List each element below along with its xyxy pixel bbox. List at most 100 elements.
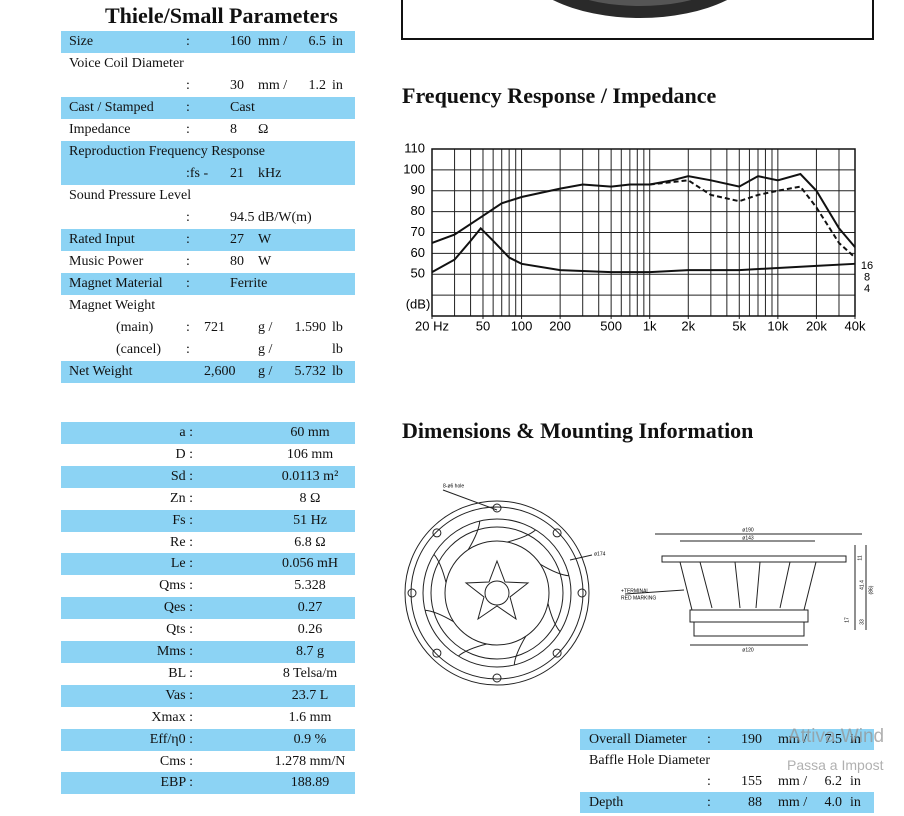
diagram-label: 41.4	[859, 580, 865, 590]
param-label: Le :	[170, 556, 193, 572]
table-cell: :	[186, 210, 190, 225]
impedance-label: 8	[864, 271, 870, 283]
table-cell: mm /	[258, 78, 288, 93]
table-cell: in	[850, 732, 861, 747]
param-label: Re :	[170, 534, 193, 550]
table-row: (cancel): g / lb	[61, 339, 355, 361]
table-row: (main):721 g / 1.590 lb	[61, 317, 355, 339]
table-cell: W	[258, 232, 272, 247]
table-cell: :	[707, 732, 711, 747]
x-tick-label: 1k	[643, 318, 657, 333]
table-cell: Magnet Material	[69, 276, 163, 291]
table-cell: 7.5	[824, 732, 843, 747]
table-cell: Ω	[258, 122, 269, 137]
table-cell: Reproduction Frequency Response	[69, 144, 265, 159]
spoke	[540, 563, 570, 577]
param-label: EBP :	[160, 775, 193, 791]
speaker-photo	[401, 0, 874, 40]
param-value: 106 mm	[286, 446, 334, 462]
param-value: 6.8 Ω	[294, 534, 326, 550]
table-row: Qms : 5.328	[61, 575, 355, 597]
table-cell: Impedance	[69, 122, 131, 137]
table-cell: Net Weight	[69, 364, 133, 379]
param-label: Qts :	[166, 622, 193, 638]
table-cell: Music Power	[69, 254, 144, 269]
table-row: Music Power: 80 W	[61, 251, 355, 273]
table-row: Cast / Stamped: Cast	[61, 97, 355, 119]
table-cell: :	[186, 100, 190, 115]
spoke	[507, 529, 537, 543]
table-row: Re : 6.8 Ω	[61, 532, 355, 554]
spoke	[424, 609, 454, 623]
param-value: 8 Ω	[299, 490, 321, 506]
table-cell: mm /	[258, 34, 288, 49]
table-cell: 88	[748, 795, 762, 810]
param-value: 23.7 L	[291, 687, 329, 703]
table-row: Xmax : 1.6 mm	[61, 707, 355, 729]
table-cell: Rated Input	[69, 232, 135, 247]
table-cell: Cast / Stamped	[69, 100, 154, 115]
watermark: Passa a Impost	[787, 757, 884, 773]
param-label: Qes :	[163, 600, 193, 616]
table-row: Rated Input: 27 W	[61, 229, 355, 251]
param-value: 1.6 mm	[288, 709, 332, 725]
x-tick-label: 20 Hz	[415, 318, 449, 333]
param-value: 0.27	[297, 600, 323, 616]
x-tick-label: 5k	[732, 318, 746, 333]
table-cell: g /	[258, 320, 273, 335]
param-label: Sd :	[170, 468, 193, 484]
table-row: : 155 mm / 6.2 in	[580, 771, 874, 792]
param-label: Vas :	[165, 687, 193, 703]
param-value: 5.328	[294, 578, 326, 594]
table-cell: Cast	[230, 100, 255, 115]
table-row: Overall Diameter: 190 mm / 7.5 in	[580, 729, 874, 750]
mount-hole	[552, 528, 562, 538]
diagram-label: 33	[859, 619, 865, 625]
table-row: Zn : 8 Ω	[61, 488, 355, 510]
param-value: 1.278 mm/N	[274, 753, 346, 769]
table-cell: 21	[230, 166, 244, 181]
table-cell: :	[186, 122, 190, 137]
table-cell: 30	[230, 78, 244, 93]
table-cell: 160	[230, 34, 251, 49]
table-cell: 94.5 dB/W(m)	[230, 210, 312, 225]
series-line	[649, 179, 856, 259]
table-row: Eff/η0 : 0.9 %	[61, 728, 355, 751]
table-cell: W	[258, 254, 272, 269]
mount-hole	[432, 528, 442, 538]
spoke	[467, 520, 481, 550]
table-row: :fs - 21 kHz	[61, 163, 355, 185]
table-cell: :	[707, 795, 711, 810]
table-cell: Voice Coil Diameter	[69, 56, 184, 71]
y-tick-label: 70	[411, 224, 425, 239]
table-cell: :	[186, 232, 190, 247]
table-cell: :	[186, 254, 190, 269]
table-cell: 721	[204, 320, 225, 335]
table-cell: (cancel)	[116, 342, 162, 357]
mount-hole	[577, 588, 587, 598]
table-cell: :	[186, 78, 190, 93]
table-row: Magnet Weight	[61, 295, 355, 317]
table-cell: in	[850, 795, 861, 810]
table-row: Net Weight 2,600 g / 5.732 lb	[61, 361, 355, 383]
table-row: Sd : 0.0113 m²	[61, 465, 355, 488]
plot-frame	[431, 148, 856, 317]
table-cell: lb	[332, 342, 343, 357]
param-value: 0.9 %	[293, 731, 327, 747]
table-cell: mm /	[778, 774, 808, 789]
table-cell: :fs -	[186, 166, 209, 181]
table-row: Qes : 0.27	[61, 597, 355, 620]
diagram-label: RED MARKING	[621, 595, 656, 601]
param-value: 188.89	[290, 775, 330, 791]
table-cell: 8	[230, 122, 237, 137]
mount-hole	[432, 648, 442, 658]
x-tick-label: 20k	[806, 318, 827, 333]
x-tick-label: 2k	[681, 318, 695, 333]
table-row: Reproduction Frequency Response	[61, 141, 355, 163]
param-label: Mms :	[156, 644, 193, 659]
table-row: Sound Pressure Level	[61, 185, 355, 207]
diagram-label: 17	[844, 617, 850, 623]
mount-hole	[492, 673, 502, 683]
x-tick-label: 10k	[767, 318, 788, 333]
